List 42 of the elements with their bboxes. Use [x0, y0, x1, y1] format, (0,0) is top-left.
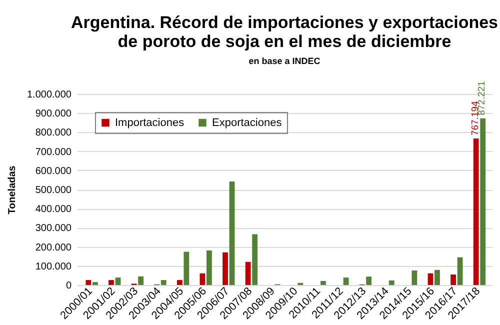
bar	[229, 181, 235, 285]
bar	[245, 262, 251, 285]
bar	[434, 270, 440, 285]
y-tick-label: 600.000	[35, 166, 72, 177]
y-tick-label: 0	[66, 280, 72, 292]
y-tick-label: 200.000	[35, 242, 72, 254]
chart-subtitle: en base a INDEC	[248, 56, 321, 66]
chart-title: Argentina. Récord de importaciones y exportaciones de poroto de soja en el mes de diciembre	[70, 13, 498, 52]
bar	[86, 280, 92, 285]
bar	[388, 280, 394, 285]
bar	[473, 138, 479, 285]
bar	[138, 276, 144, 285]
y-tick-label: 100.000	[35, 261, 72, 272]
bar	[108, 280, 114, 285]
bar	[343, 278, 349, 285]
bar	[160, 280, 166, 285]
bar	[222, 252, 228, 285]
y-tick-label: 500.000	[35, 185, 72, 196]
bar	[450, 274, 456, 285]
data-label: 872.221	[476, 81, 488, 116]
bar	[320, 280, 326, 285]
y-tick-label: 300.000	[35, 223, 72, 234]
bar	[457, 257, 463, 285]
bar	[366, 276, 372, 285]
bar	[480, 118, 486, 285]
y-tick-label: 800.000	[35, 128, 72, 139]
legend-label: Importaciones	[115, 116, 185, 129]
bar	[176, 280, 182, 285]
legend-label: Exportaciones	[212, 116, 282, 129]
bar	[184, 252, 190, 285]
bar	[412, 270, 418, 285]
bar	[115, 278, 121, 285]
y-tick-label: 400.000	[35, 204, 72, 216]
y-tick-label: 900.000	[35, 108, 72, 120]
y-tick-label: 700.000	[35, 146, 72, 158]
y-tick-label: 1.000.000	[27, 90, 72, 100]
bar	[200, 273, 206, 285]
bar	[428, 273, 434, 285]
y-axis-title: Toneladas	[7, 165, 18, 214]
bar	[92, 282, 98, 285]
bar	[252, 234, 258, 285]
bar	[206, 250, 212, 285]
